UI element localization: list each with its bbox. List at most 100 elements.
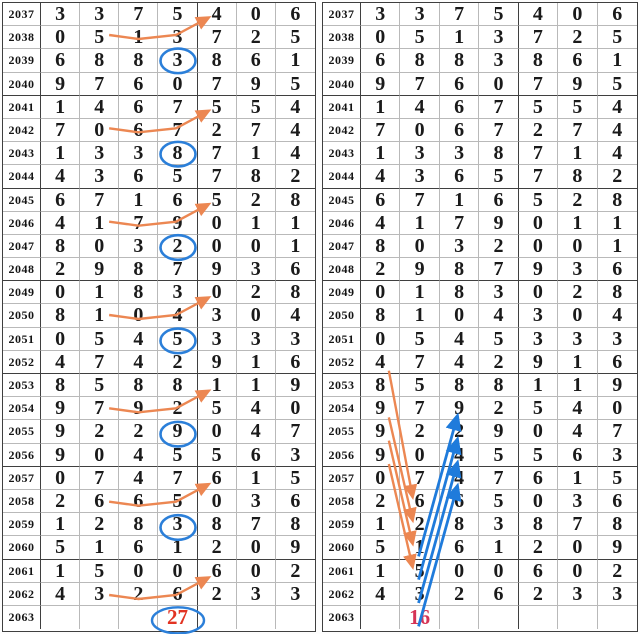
digit-cell: 9 [518, 258, 559, 282]
row-label: 2050 [323, 304, 361, 328]
digit-cell: 3 [119, 234, 159, 259]
digit-cell: 6 [158, 188, 198, 212]
digit-cell: 9 [158, 211, 198, 235]
digit-cell: 2 [197, 118, 237, 143]
digit-cell: 5 [400, 374, 440, 398]
digit-cell: 1 [558, 211, 598, 235]
digit-cell: 2 [597, 560, 637, 583]
digit-cell: 3 [80, 142, 120, 166]
digit-cell: 0 [236, 559, 276, 583]
digit-cell: 7 [479, 258, 519, 282]
digit-cell: 6 [439, 489, 480, 514]
digit-cell: 4 [275, 142, 315, 166]
digit-cell: 7 [558, 513, 598, 537]
row-label: 2046 [3, 211, 41, 235]
digit-cell: 3 [558, 258, 598, 282]
digit-cell: 7 [158, 466, 198, 490]
digit-cell: 4 [41, 350, 81, 374]
row-label: 2052 [323, 350, 361, 374]
digit-cell: 0 [275, 397, 315, 421]
digit-cell: 5 [236, 95, 276, 119]
right-table: 2037 3 3 7 5 4 0 6 2038 0 5 1 3 7 2 5 2039 6 8 8 3 8 6 1 2040 9 7 6… [322, 2, 638, 632]
digit-cell: 1 [41, 142, 81, 166]
digit-cell: 6 [275, 258, 315, 282]
digit-cell [237, 605, 276, 630]
row-label: 2037 [323, 3, 361, 27]
digit-cell: 1 [80, 281, 120, 305]
digit-cell: 2 [119, 420, 159, 444]
digit-cell: 5 [41, 536, 81, 560]
digit-cell: 9 [558, 72, 598, 96]
digit-cell: 3 [80, 3, 120, 27]
digit-cell: 3 [275, 328, 315, 351]
digit-cell: 2 [197, 536, 237, 560]
digit-cell [361, 605, 401, 630]
digit-cell: 1 [400, 281, 440, 305]
digit-cell: 8 [119, 281, 159, 305]
row-label: 2052 [3, 350, 41, 374]
digit-cell: 6 [236, 49, 276, 73]
digit-cell: 8 [119, 49, 159, 73]
row-label: 2044 [323, 165, 361, 189]
digit-cell: 2 [518, 582, 559, 606]
digit-cell: 6 [41, 49, 81, 73]
digit-cell: 0 [361, 466, 401, 490]
digit-cell: 5 [158, 165, 198, 189]
digit-cell: 5 [80, 559, 120, 583]
digit-cell: 9 [275, 374, 315, 398]
digit-cell: 0 [361, 281, 401, 305]
digit-cell: 5 [361, 536, 401, 560]
digit-cell: 9 [597, 374, 637, 398]
digit-cell: 7 [361, 118, 401, 143]
digit-cell: 0 [236, 304, 276, 328]
digit-cell: 5 [158, 327, 198, 351]
digit-cell: 6 [197, 559, 237, 583]
row-label: 2060 [323, 536, 361, 560]
digit-cell: 3 [361, 3, 401, 27]
digit-cell: 4 [400, 95, 440, 119]
digit-cell: 3 [197, 304, 237, 328]
digit-cell: 6 [597, 258, 637, 282]
digit-cell: 9 [41, 72, 81, 96]
digit-cell: 2 [597, 165, 637, 189]
digit-cell: 6 [439, 95, 480, 119]
digit-cell: 0 [558, 304, 598, 328]
digit-cell: 9 [479, 420, 519, 444]
digit-cell: 7 [80, 397, 120, 421]
digit-cell: 4 [275, 119, 315, 143]
row-label: 2043 [323, 142, 361, 166]
digit-cell: 0 [197, 489, 237, 514]
digit-cell: 4 [518, 3, 559, 27]
result-number: 27 [158, 605, 198, 630]
digit-cell: 2 [518, 536, 559, 560]
digit-cell: 6 [518, 466, 559, 490]
digit-cell: 2 [275, 165, 315, 189]
digit-cell: 5 [479, 165, 519, 189]
digit-cell: 4 [119, 327, 159, 351]
digit-cell: 7 [158, 118, 198, 143]
digit-cell: 0 [80, 443, 120, 467]
digit-cell: 5 [518, 443, 559, 467]
digit-cell: 0 [439, 304, 480, 328]
digit-cell [119, 605, 159, 630]
digit-cell: 5 [479, 489, 519, 514]
digit-cell: 8 [197, 49, 237, 73]
digit-cell: 0 [41, 466, 81, 490]
digit-cell: 7 [518, 165, 559, 189]
digit-cell: 1 [236, 374, 276, 398]
digit-cell: 8 [119, 258, 159, 282]
digit-cell: 8 [41, 234, 81, 259]
digit-cell: 0 [439, 559, 480, 583]
row-label: 2057 [3, 466, 41, 490]
digit-cell [479, 605, 519, 630]
digit-cell: 8 [597, 281, 637, 305]
digit-cell: 0 [41, 327, 81, 351]
digit-cell: 9 [479, 211, 519, 235]
row-label: 2059 [323, 513, 361, 537]
digit-cell: 4 [479, 304, 519, 328]
digit-cell: 2 [80, 513, 120, 537]
digit-cell: 9 [41, 397, 81, 421]
digit-cell: 4 [236, 397, 276, 421]
digit-cell: 7 [400, 397, 440, 421]
digit-cell [519, 605, 559, 630]
